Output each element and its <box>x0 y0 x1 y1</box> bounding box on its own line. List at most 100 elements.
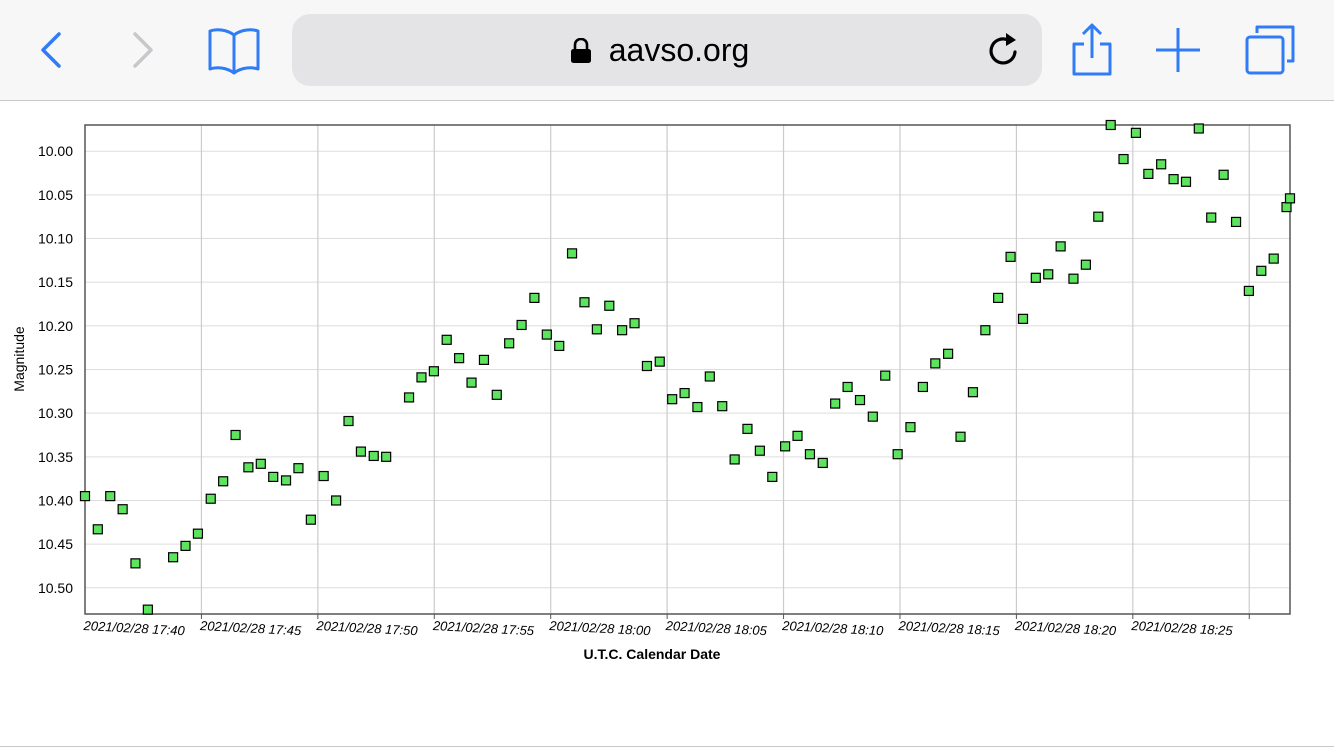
x-axis-title: U.T.C. Calendar Date <box>584 646 721 662</box>
data-point <box>780 441 791 452</box>
data-point <box>428 366 439 377</box>
back-button[interactable] <box>22 22 82 78</box>
data-point <box>629 318 640 329</box>
data-point <box>343 415 354 427</box>
bottom-divider <box>0 746 1334 747</box>
data-point <box>1243 285 1254 297</box>
data-point <box>1017 313 1029 324</box>
x-tick-label: 2021/02/28 18:10 <box>781 618 885 638</box>
data-point <box>79 491 91 502</box>
data-point <box>1206 212 1217 223</box>
data-point <box>205 493 216 504</box>
data-point <box>967 387 979 398</box>
y-tick-label: 10.00 <box>38 143 73 159</box>
share-icon <box>1072 23 1112 76</box>
data-point <box>403 392 415 403</box>
data-point <box>1218 169 1229 180</box>
data-point <box>804 449 816 460</box>
data-point <box>529 292 540 303</box>
data-point <box>1230 216 1242 228</box>
data-point <box>1281 201 1292 213</box>
address-bar[interactable]: aavso.org <box>292 14 1042 86</box>
data-point <box>1180 176 1192 187</box>
y-tick-label: 10.35 <box>38 449 73 465</box>
data-point <box>117 504 128 515</box>
data-point <box>1043 269 1054 280</box>
data-point <box>717 401 728 412</box>
data-point <box>167 552 179 563</box>
data-point <box>1105 119 1116 131</box>
data-point <box>516 319 527 331</box>
data-point <box>792 430 803 441</box>
bookmarks-button[interactable] <box>204 22 264 78</box>
x-tick-label: 2021/02/28 18:05 <box>664 618 768 638</box>
y-tick-label: 10.10 <box>38 231 73 247</box>
data-point <box>817 457 828 469</box>
data-point <box>355 446 367 457</box>
data-point <box>381 451 392 462</box>
data-point <box>192 528 204 539</box>
data-point <box>243 462 254 473</box>
data-point <box>854 394 866 406</box>
y-tick-labels: 10.00 10.05 10.10 10.15 10.20 10.25 10.30 10.35… <box>38 143 73 596</box>
data-point <box>830 398 841 409</box>
data-point <box>142 604 153 615</box>
data-point <box>318 470 329 482</box>
data-point <box>591 324 602 335</box>
data-point <box>1284 193 1296 204</box>
data-point <box>491 389 502 400</box>
y-tick-label: 10.40 <box>38 492 73 508</box>
y-tick-label: 10.25 <box>38 362 73 378</box>
data-point <box>892 449 903 460</box>
forward-icon <box>133 32 153 68</box>
data-point <box>504 338 515 349</box>
data-point <box>579 297 590 308</box>
forward-button[interactable] <box>112 22 172 78</box>
data-point <box>1068 273 1079 284</box>
data-point <box>255 458 266 469</box>
data-point <box>280 475 292 486</box>
x-tick-label: 2021/02/28 18:20 <box>1014 618 1118 638</box>
data-point <box>1168 174 1179 185</box>
data-point <box>1055 241 1066 252</box>
data-point <box>654 356 665 367</box>
data-point <box>980 325 991 336</box>
y-tick-label: 10.50 <box>38 580 73 596</box>
data-point <box>105 491 116 502</box>
data-point <box>218 476 229 487</box>
data-point <box>1118 153 1129 165</box>
y-tick-label: 10.45 <box>38 536 73 552</box>
y-tick-label: 10.05 <box>38 187 73 203</box>
data-point <box>692 401 703 413</box>
data-point <box>767 471 778 483</box>
x-tick-label: 2021/02/28 18:00 <box>548 618 652 638</box>
data-point <box>667 394 678 405</box>
x-tick-label: 2021/02/28 17:40 <box>82 618 186 638</box>
data-point <box>180 540 191 551</box>
data-point <box>454 353 465 364</box>
share-button[interactable] <box>1062 22 1122 78</box>
data-point <box>554 340 565 352</box>
data-point <box>641 360 653 372</box>
tabs-button[interactable] <box>1240 22 1300 78</box>
lock-icon <box>571 38 591 63</box>
data-point <box>1030 272 1041 283</box>
data-point <box>1130 127 1142 138</box>
data-point <box>330 495 342 506</box>
data-point <box>604 300 615 311</box>
data-point <box>293 463 304 474</box>
data-point <box>704 371 715 382</box>
new-tab-button[interactable] <box>1148 22 1208 78</box>
grid <box>85 125 1290 619</box>
url-text: aavso.org <box>608 32 750 68</box>
x-tick-labels: 2021/02/28 17:40 2021/02/28 17:45 2021/02/… <box>82 618 1233 638</box>
chart-svg: 10.00 10.05 10.10 10.15 10.20 10.25 10.30 10.35… <box>11 119 1296 662</box>
data-point <box>1268 253 1279 264</box>
plot-frame <box>84 124 1291 615</box>
data-point <box>955 431 966 442</box>
data-point <box>1156 159 1167 170</box>
reload-icon[interactable] <box>982 30 1026 70</box>
data-point <box>880 370 891 381</box>
data-point <box>1256 265 1267 276</box>
browser-toolbar: aavso.org <box>0 0 1334 101</box>
